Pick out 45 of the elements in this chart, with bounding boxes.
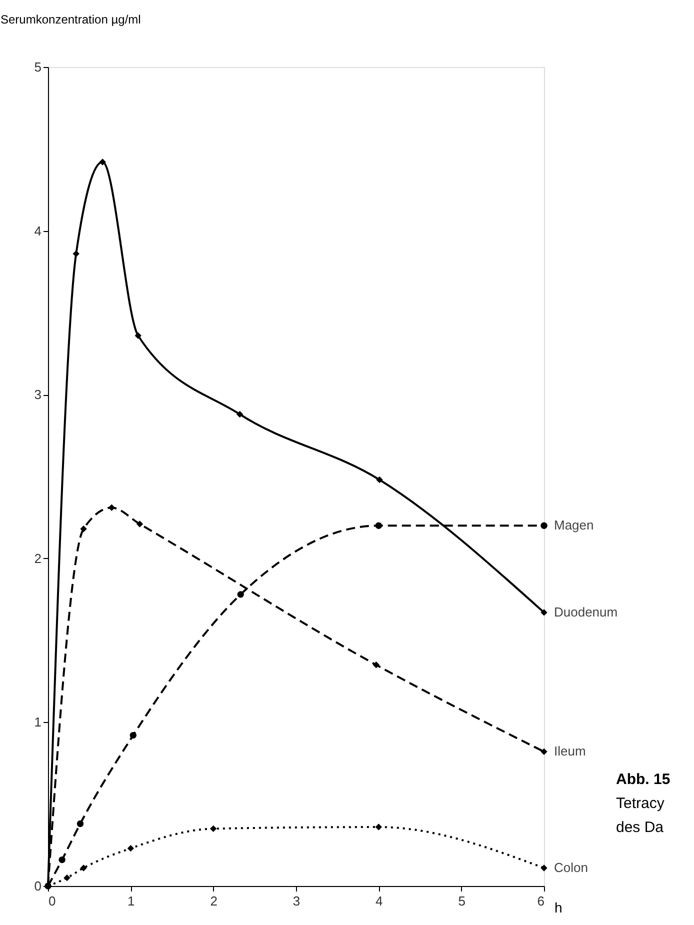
point (540, 609, 548, 616)
point (64, 874, 70, 882)
y-tick-label: 5 (34, 60, 42, 74)
text: Tetracy (616, 795, 665, 812)
x-tick-label: 3 (292, 894, 300, 908)
x-tick-label: 1 (128, 894, 135, 908)
point (136, 520, 144, 528)
point (372, 662, 380, 668)
point (134, 332, 142, 339)
text: des Da (616, 819, 664, 836)
point (375, 522, 382, 529)
point (540, 864, 548, 872)
point (375, 824, 382, 830)
point (108, 504, 116, 511)
series-label: Duodenum (554, 604, 618, 620)
caption: Abb. 15 (616, 771, 670, 788)
x-tick-label: 0 (48, 894, 56, 908)
point (540, 748, 548, 756)
point (58, 856, 66, 864)
point (376, 476, 383, 484)
y-tick-label: 2 (34, 550, 42, 566)
x-tick-label: 4 (376, 894, 383, 908)
series-label: Magen (554, 518, 594, 533)
series-label: Colon (554, 860, 588, 875)
point (127, 844, 134, 852)
y-tick-label: 0 (34, 878, 42, 894)
x-axis-title: h (554, 900, 562, 916)
point (99, 158, 106, 166)
point (540, 522, 548, 529)
x-tick-label: 5 (458, 894, 466, 908)
x-tick-label: 2 (210, 894, 218, 908)
point (210, 825, 217, 832)
point (236, 410, 244, 418)
point (80, 526, 87, 532)
point (80, 864, 87, 872)
point (237, 591, 244, 598)
y-tick-label: 1 (34, 714, 42, 730)
point (130, 732, 136, 739)
y-tick-label: 4 (34, 223, 42, 238)
y-tick-label: 3 (34, 387, 42, 402)
y-axis-title: Serumkonzentration µg/ml (0, 12, 141, 26)
x-tick-label: 6 (537, 894, 544, 908)
point (76, 820, 84, 828)
point (72, 250, 80, 258)
series-label: Ileum (554, 744, 586, 759)
